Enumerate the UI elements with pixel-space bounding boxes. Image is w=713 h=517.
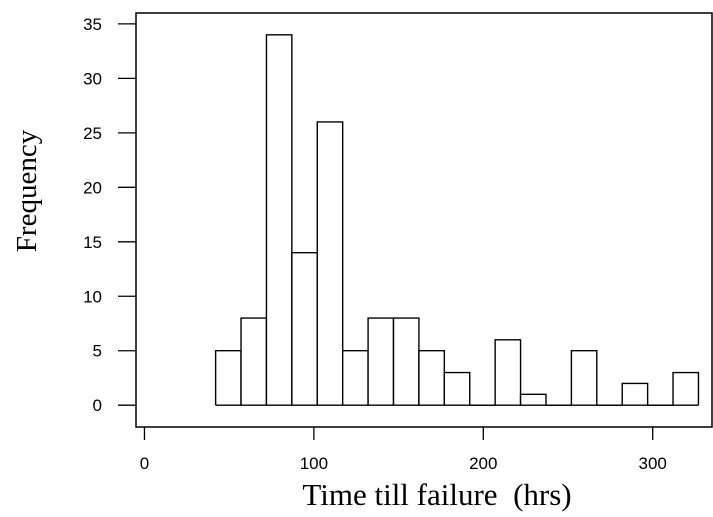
y-tick-label: 30 <box>83 69 102 88</box>
histogram-bar <box>216 351 241 405</box>
histogram-bar <box>495 340 520 405</box>
y-axis: 0 5 10 15 20 25 30 35 <box>83 15 136 415</box>
histogram-bar <box>394 318 419 405</box>
x-tick-label: 100 <box>300 454 328 473</box>
x-axis: 0 100 200 300 <box>140 427 667 473</box>
histogram-bar <box>673 373 698 406</box>
y-tick-label: 35 <box>83 15 102 34</box>
histogram-bar <box>343 351 368 405</box>
x-tick-label: 300 <box>639 454 667 473</box>
histogram-bar <box>266 35 291 405</box>
y-tick-label: 0 <box>93 396 102 415</box>
y-tick-label: 25 <box>83 124 102 143</box>
y-axis-title: Frequency <box>11 129 43 252</box>
histogram-bar <box>419 351 444 405</box>
histogram-bar <box>571 351 596 405</box>
y-tick-label: 15 <box>83 233 102 252</box>
histogram-bar <box>444 373 469 406</box>
x-axis-title: Time till failure (hrs) <box>302 477 571 512</box>
histogram-bar <box>622 383 647 405</box>
histogram-bar <box>292 253 317 406</box>
histogram-bar <box>521 394 546 405</box>
y-tick-label: 10 <box>83 287 102 306</box>
histogram-bar <box>368 318 393 405</box>
histogram-bar <box>317 122 342 405</box>
y-tick-label: 5 <box>93 342 102 361</box>
x-tick-label: 0 <box>140 454 149 473</box>
histogram-bar <box>241 318 266 405</box>
histogram-bars <box>216 35 699 405</box>
y-tick-label: 20 <box>83 178 102 197</box>
x-tick-label: 200 <box>469 454 497 473</box>
